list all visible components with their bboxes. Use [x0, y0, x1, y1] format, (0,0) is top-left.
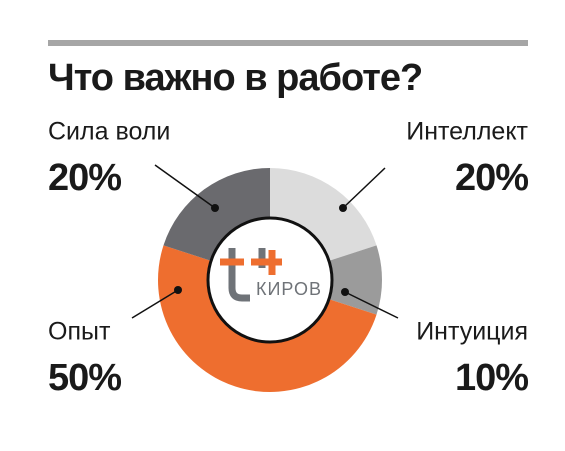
logo-text: КИРОВ	[256, 279, 322, 299]
category-label: Опыт	[48, 318, 111, 346]
logo-orange	[220, 250, 282, 275]
leader-dot	[339, 204, 347, 212]
leader-line	[131, 289, 179, 319]
leader-line	[154, 164, 216, 209]
top-rule	[48, 40, 528, 46]
logo-t-gray	[228, 248, 250, 302]
category-label: Сила воли	[48, 118, 170, 146]
value-label: 20%	[48, 157, 121, 199]
leader-line	[344, 291, 399, 319]
donut-hole	[206, 216, 334, 344]
category-label: Интуиция	[416, 318, 528, 346]
leader-dot	[211, 204, 219, 212]
value-label: 10%	[455, 357, 528, 399]
leader-dot	[174, 286, 182, 294]
value-label: 20%	[455, 157, 528, 199]
category-label: Интеллект	[406, 118, 528, 146]
leader-line	[342, 167, 386, 209]
value-label: 50%	[48, 357, 121, 399]
leader-dot	[341, 288, 349, 296]
chart-title: Что важно в работе?	[48, 57, 422, 99]
